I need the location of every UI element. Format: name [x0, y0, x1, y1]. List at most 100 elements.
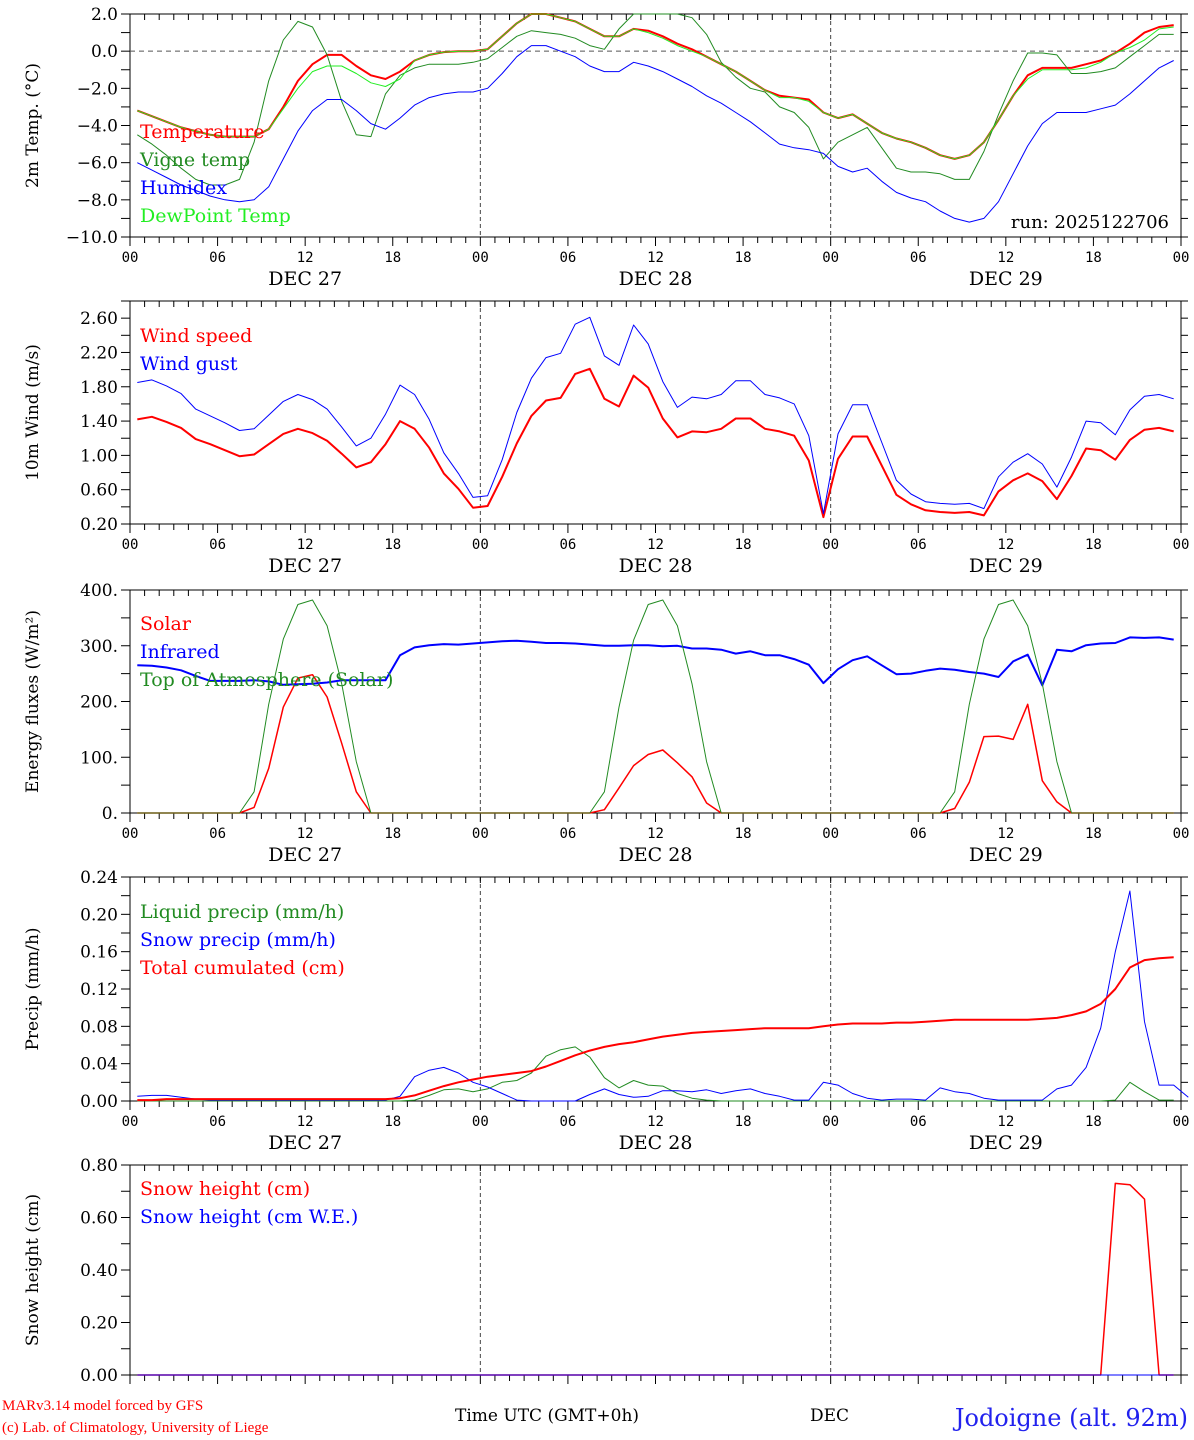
- station-name: Jodoigne (alt. 92m): [954, 1404, 1188, 1432]
- energy-ytick-label: 0.: [102, 804, 118, 824]
- wind-xtick-label: 00: [822, 537, 839, 553]
- energy-ytick-label: 300.: [80, 637, 118, 657]
- wind-ytick-label: 1.40: [80, 412, 118, 432]
- snow-ytick-label: 0.00: [80, 1366, 118, 1386]
- wind-xtick-label: 00: [122, 537, 139, 553]
- energy-ytick-label: 200.: [80, 693, 118, 713]
- snow-ylabel: Snow height (cm): [23, 1194, 43, 1346]
- wind-xtick-label: 12: [297, 537, 314, 553]
- temperature-xtick-label: 00: [822, 250, 839, 266]
- temperature-xtick-label: 06: [559, 250, 576, 266]
- energy-xtick-label: 12: [297, 826, 314, 842]
- snow-ytick-label: 0.40: [80, 1261, 118, 1281]
- temperature-ytick-label: −10.0: [66, 228, 118, 248]
- energy-xtick-label: 18: [384, 826, 401, 842]
- wind-xtick-label: 12: [647, 537, 664, 553]
- energy-xtick-label: 00: [1173, 826, 1190, 842]
- wind-xtick-label: 00: [1173, 537, 1190, 553]
- precip-day-label: DEC 28: [619, 1132, 693, 1154]
- temperature-xtick-label: 18: [384, 250, 401, 266]
- energy-ytick-label: 100.: [80, 748, 118, 768]
- energy-ylabel: Energy fluxes (W/m²): [23, 610, 43, 793]
- precip-legend-item: Total cumulated (cm): [140, 957, 345, 979]
- energy-legend-item: Infrared: [140, 641, 220, 663]
- temperature-ylabel: 2m Temp. (°C): [23, 63, 43, 188]
- precip-legend-item: Snow precip (mm/h): [140, 929, 336, 951]
- precip-ytick-label: 0.08: [80, 1017, 118, 1037]
- wind-ytick-label: 1.80: [80, 378, 118, 398]
- snow-legend-item: Snow height (cm W.E.): [140, 1206, 358, 1228]
- temperature-legend-item: Vigne temp: [139, 149, 250, 171]
- temperature-xtick-label: 00: [122, 250, 139, 266]
- wind-ytick-label: 2.20: [80, 343, 118, 363]
- temperature-xtick-label: 06: [910, 250, 927, 266]
- lab-credit: (c) Lab. of Climatology, University of L…: [2, 1420, 269, 1436]
- precip-legend-item: Liquid precip (mm/h): [140, 901, 344, 923]
- precip-xtick-label: 12: [997, 1114, 1014, 1130]
- precip-xtick-label: 18: [1085, 1114, 1102, 1130]
- energy-xtick-label: 06: [209, 826, 226, 842]
- temperature-xtick-label: 12: [647, 250, 664, 266]
- temperature-series-vigne-temp: [137, 13, 1174, 186]
- temperature-legend-item: DewPoint Temp: [140, 205, 291, 227]
- temperature-day-label: DEC 28: [619, 268, 693, 290]
- dec-label: DEC: [810, 1406, 850, 1426]
- precip-xtick-label: 12: [297, 1114, 314, 1130]
- temperature-ytick-label: −2.0: [77, 79, 118, 99]
- energy-legend-item: Top of Atmosphere (Solar): [140, 669, 393, 691]
- temperature-xtick-label: 00: [472, 250, 489, 266]
- wind-xtick-label: 12: [997, 537, 1014, 553]
- precip-ytick-label: 0.04: [80, 1055, 118, 1075]
- wind-day-label: DEC 27: [268, 555, 342, 577]
- wind-ylabel: 10m Wind (m/s): [23, 344, 43, 481]
- energy-xtick-label: 12: [647, 826, 664, 842]
- energy-xtick-label: 12: [997, 826, 1014, 842]
- energy-xtick-label: 00: [122, 826, 139, 842]
- snow-ytick-label: 0.60: [80, 1209, 118, 1229]
- energy-frame: [129, 589, 1182, 814]
- wind-xtick-label: 00: [472, 537, 489, 553]
- wind-xtick-label: 18: [735, 537, 752, 553]
- wind-ytick-label: 0.20: [80, 515, 118, 535]
- temperature-ytick-label: 2.0: [91, 5, 118, 25]
- wind-legend-item: Wind gust: [140, 353, 238, 375]
- temperature-series-humidex: [137, 45, 1174, 223]
- temperature-day-label: DEC 29: [969, 268, 1043, 290]
- temperature-xtick-label: 18: [1085, 250, 1102, 266]
- wind-xtick-label: 18: [1085, 537, 1102, 553]
- snow-ytick-label: 0.80: [80, 1156, 118, 1176]
- energy-xtick-label: 00: [472, 826, 489, 842]
- wind-xtick-label: 06: [910, 537, 927, 553]
- snow-legend-item: Snow height (cm): [140, 1178, 310, 1200]
- precip-xtick-label: 00: [122, 1114, 139, 1130]
- model-credit: MARv3.14 model forced by GFS: [2, 1398, 204, 1414]
- precip-ytick-label: 0.24: [80, 868, 118, 888]
- temperature-ytick-label: −4.0: [77, 117, 118, 137]
- temperature-ytick-label: 0.0: [91, 42, 118, 62]
- energy-series-top-of-atmosphere-solar: [137, 599, 1174, 814]
- energy-series-infrared: [137, 636, 1174, 687]
- temperature-xtick-label: 12: [997, 250, 1014, 266]
- energy-day-label: DEC 27: [268, 844, 342, 866]
- run-annotation: run: 2025122706: [1011, 212, 1169, 233]
- precip-xtick-label: 00: [472, 1114, 489, 1130]
- energy-day-label: DEC 28: [619, 844, 693, 866]
- precip-series-liquid-precip-mm-h: [137, 1046, 1174, 1102]
- precip-ytick-label: 0.00: [80, 1092, 118, 1112]
- snow-ytick-label: 0.20: [80, 1314, 118, 1334]
- precip-ytick-label: 0.16: [80, 943, 118, 963]
- energy-xtick-label: 06: [559, 826, 576, 842]
- wind-xtick-label: 06: [559, 537, 576, 553]
- precip-day-label: DEC 29: [969, 1132, 1043, 1154]
- energy-xtick-label: 18: [1085, 826, 1102, 842]
- temperature-ytick-label: −6.0: [77, 154, 118, 174]
- precip-xtick-label: 18: [384, 1114, 401, 1130]
- energy-series-solar: [137, 673, 1174, 814]
- temperature-xtick-label: 12: [297, 250, 314, 266]
- energy-xtick-label: 18: [735, 826, 752, 842]
- precip-ytick-label: 0.12: [80, 980, 118, 1000]
- temperature-day-label: DEC 27: [268, 268, 342, 290]
- precip-xtick-label: 12: [647, 1114, 664, 1130]
- wind-series-wind-speed: [137, 367, 1174, 519]
